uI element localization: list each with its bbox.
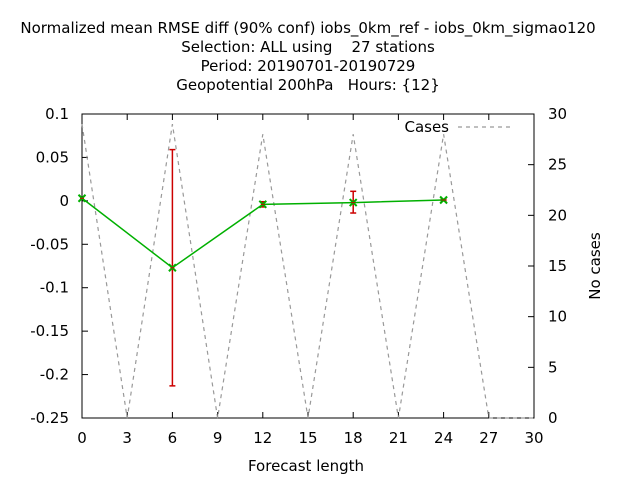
- title-line: Period: 20190701-20190729: [201, 57, 416, 75]
- diff-line: [81, 197, 444, 269]
- data-point: [258, 200, 268, 209]
- y-tick-label: -0.05: [30, 235, 69, 253]
- axis-ticks: 0 3 6 9 12 15 18 21 24 27 30 0.1 0.05 0 -0.05 -0.1 -0.15…: [30, 105, 567, 447]
- legend: Cases: [404, 118, 510, 136]
- y2-tick-label: 10: [548, 308, 567, 326]
- y2-axis-label: No cases: [586, 232, 604, 300]
- data-point: [77, 194, 87, 203]
- title-line: Geopotential 200hPa Hours: {12}: [176, 76, 439, 94]
- x-axis-label: Forecast length: [248, 457, 364, 475]
- chart-title: Normalized mean RMSE diff (90% conf) iob…: [20, 19, 595, 94]
- y2-tick-label: 30: [548, 105, 567, 123]
- title-line: Selection: ALL using 27 stations: [181, 38, 435, 56]
- data-point: [168, 263, 177, 272]
- y-tick-label: -0.1: [40, 279, 69, 297]
- x-tick-label: 27: [479, 429, 498, 447]
- plot-frame: [81, 113, 535, 419]
- y-tick-label: -0.2: [40, 366, 69, 384]
- x-tick-label: 6: [168, 429, 178, 447]
- y-tick-label: -0.15: [30, 322, 69, 340]
- y2-tick-label: 20: [548, 206, 567, 224]
- title-line: Normalized mean RMSE diff (90% conf) iob…: [20, 19, 595, 38]
- y-tick-label: 0.05: [36, 148, 69, 166]
- y-tick-label: 0: [59, 192, 69, 210]
- x-tick-label: 3: [122, 429, 132, 447]
- x-tick-label: 12: [253, 429, 272, 447]
- x-tick-label: 18: [344, 429, 363, 447]
- y-tick-label: 0.1: [45, 105, 69, 123]
- x-tick-label: 30: [524, 429, 543, 447]
- y2-tick-label: 5: [548, 358, 558, 376]
- y2-tick-label: 0: [548, 409, 558, 427]
- cases-series: [81, 124, 534, 419]
- x-tick-label: 0: [77, 429, 87, 447]
- y-tick-label: -0.25: [30, 409, 69, 427]
- y2-tick-label: 15: [548, 257, 567, 275]
- diff-series: [77, 148, 448, 387]
- x-tick-label: 9: [213, 429, 223, 447]
- cases-line: [81, 124, 534, 419]
- x-tick-label: 24: [434, 429, 453, 447]
- x-tick-label: 15: [298, 429, 317, 447]
- data-point: [348, 198, 358, 207]
- x-tick-label: 21: [389, 429, 408, 447]
- data-point: [439, 195, 448, 205]
- y2-tick-label: 25: [548, 156, 567, 174]
- legend-label-cases: Cases: [404, 118, 449, 136]
